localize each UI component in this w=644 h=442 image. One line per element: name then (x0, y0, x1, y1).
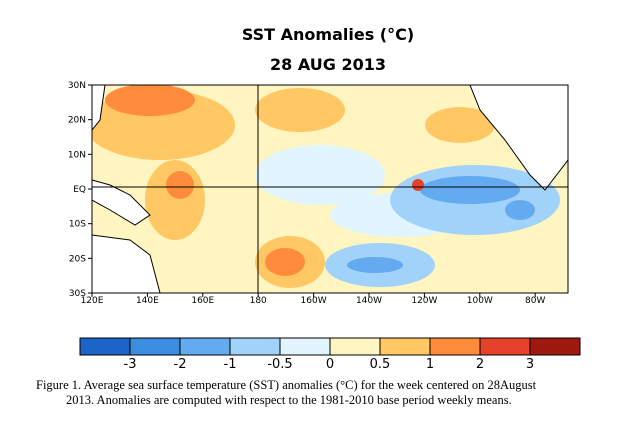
lat-label: 10S (69, 220, 86, 230)
colorbar-label: -0.5 (267, 357, 292, 372)
colorbar-label: 3 (526, 357, 534, 372)
caption-line: Figure 1. Average sea surface temperatur… (36, 378, 537, 392)
colorbar-label: 0.5 (370, 357, 391, 372)
map-subtitle: 28 AUG 2013 (270, 55, 386, 74)
colorbar-label: -3 (124, 357, 137, 372)
colorbar-swatch (379, 337, 431, 356)
lon-label: 180 (250, 296, 267, 306)
lon-label: 160W (301, 296, 327, 306)
lat-label: EQ (73, 185, 86, 195)
lat-label: 30S (69, 289, 86, 299)
lon-label: 160E (191, 296, 214, 306)
colorbar-swatch (179, 337, 231, 356)
lon-label: 120E (81, 296, 104, 306)
lat-label: 20N (68, 116, 86, 126)
map-title: SST Anomalies (°C) (242, 25, 414, 44)
colorbar-swatch (429, 337, 481, 356)
lon-label: 140E (136, 296, 159, 306)
lat-label: 20S (69, 254, 86, 264)
colorbar-swatch (229, 337, 281, 356)
colorbar-label: -2 (174, 357, 187, 372)
colorbar-label: -1 (224, 357, 237, 372)
lon-label: 120W (411, 296, 437, 306)
colorbar-swatch (529, 337, 581, 356)
colorbar-label: 0 (326, 357, 334, 372)
lon-label: 140W (356, 296, 382, 306)
colorbar-label: 2 (476, 357, 484, 372)
lon-label: 100W (467, 296, 493, 306)
lat-label: 10N (68, 150, 86, 160)
colorbar-swatch (479, 337, 531, 356)
lon-label: 80W (525, 296, 545, 306)
colorbar-swatch (279, 337, 331, 356)
colorbar-swatch (129, 337, 181, 356)
colorbar-label: 1 (426, 357, 434, 372)
caption-line: 2013. Anomalies are computed with respec… (66, 393, 512, 407)
anomaly-field (92, 85, 568, 293)
colorbar-swatch (79, 337, 131, 356)
colorbar-swatch (329, 337, 381, 356)
lat-label: 30N (68, 81, 86, 91)
